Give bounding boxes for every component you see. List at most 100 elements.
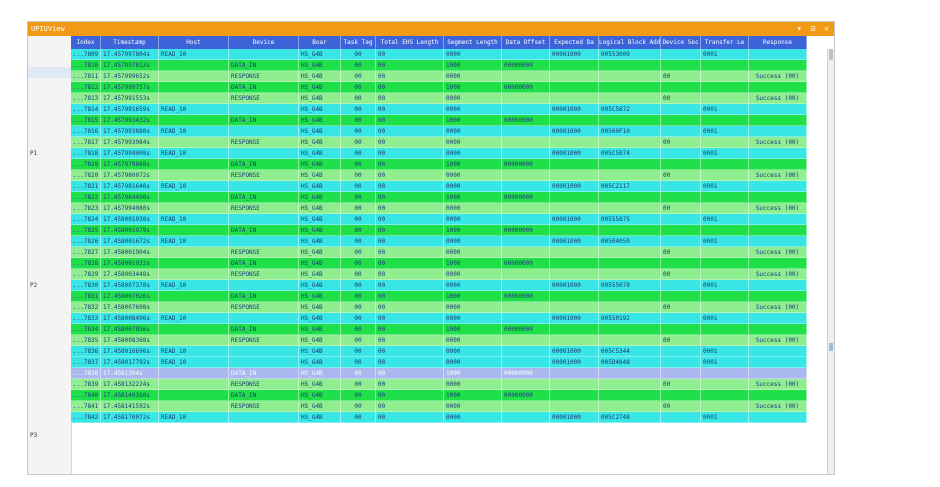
- table-row[interactable]: ...7833 17.458008496s READ_10 HS_G4B 00 00 000…: [71, 313, 807, 324]
- table-cell: 17.458001672s: [101, 236, 159, 247]
- table-row[interactable]: ...7834 17.458007856s DATA_IN HS_G4B 00 00 100…: [71, 324, 807, 335]
- table-cell: [229, 412, 299, 423]
- column-header[interactable]: Device Sec: [661, 36, 701, 49]
- table-cell: [599, 60, 661, 71]
- table-cell: 00: [376, 93, 444, 104]
- column-header[interactable]: Segment Length: [444, 36, 502, 49]
- column-header[interactable]: Logical Block Add: [599, 36, 661, 49]
- column-header[interactable]: Boar: [299, 36, 341, 49]
- table-cell: 00: [661, 203, 701, 214]
- table-row[interactable]: ...7823 17.457994080s RESPONSE HS_G4B 00 00 00…: [71, 203, 807, 214]
- table-cell: [502, 126, 550, 137]
- table-row[interactable]: ...7831 17.458007026s DATA_IN HS_G4B 00 00 100…: [71, 291, 807, 302]
- table-row[interactable]: ...7840 17.458140160s DATA_IN HS_G4B 00 00 100…: [71, 390, 807, 401]
- table-row[interactable]: ...7820 17.457980072s RESPONSE HS_G4B 00 00 00…: [71, 170, 807, 181]
- table-cell: [159, 379, 229, 390]
- column-header[interactable]: Task Tag: [341, 36, 376, 49]
- table-cell: [749, 390, 807, 401]
- table-cell: [502, 280, 550, 291]
- table-row[interactable]: ...7829 17.458003448s RESPONSE HS_G4B 00 00 00…: [71, 269, 807, 280]
- table-row[interactable]: ...7841 17.458141592s RESPONSE HS_G4B 00 00 00…: [71, 401, 807, 412]
- table-cell: [550, 390, 599, 401]
- table-cell: READ_10: [159, 181, 229, 192]
- table-cell: ...7824: [71, 214, 101, 225]
- column-header[interactable]: Total EHS Length: [376, 36, 444, 49]
- table-cell: [599, 302, 661, 313]
- table-row[interactable]: ...7836 17.458016696s READ_10 HS_G4B 00 00 000…: [71, 346, 807, 357]
- table-cell: [599, 379, 661, 390]
- table-cell: [229, 346, 299, 357]
- table-cell: 17.458007856s: [101, 324, 159, 335]
- table-cell: [599, 324, 661, 335]
- table-cell: 00: [341, 82, 376, 93]
- table-cell: [599, 269, 661, 280]
- table-cell: READ_10: [159, 126, 229, 137]
- table-cell: 1000: [444, 82, 502, 93]
- table-row[interactable]: ...7827 17.458001904s RESPONSE HS_G4B 00 00 00…: [71, 247, 807, 258]
- column-header[interactable]: Data Offset: [502, 36, 550, 49]
- table-cell: 17.457994008s: [101, 148, 159, 159]
- table-row[interactable]: ...7828 17.458001932s DATA_IN HS_G4B 00 00 100…: [71, 258, 807, 269]
- table-cell: 17.458170072s: [101, 412, 159, 423]
- table-cell: [661, 214, 701, 225]
- table-cell: [701, 324, 749, 335]
- table-row[interactable]: ...7842 17.458170072s READ_10 HS_G4B 00 00 000…: [71, 412, 807, 423]
- table-row[interactable]: ...7838 17.4581304s DATA_IN HS_G4B 00 00 1000 0…: [71, 368, 807, 379]
- column-header[interactable]: Response: [749, 36, 807, 49]
- table-row[interactable]: ...7835 17.458008368s RESPONSE HS_G4B 00 00 00…: [71, 335, 807, 346]
- table-cell: 00: [376, 269, 444, 280]
- vertical-scrollbar[interactable]: [827, 49, 834, 474]
- table-row[interactable]: ...7837 17.458017792s READ_10 HS_G4B 00 00 000…: [71, 357, 807, 368]
- table-row[interactable]: ...7825 17.458001979s DATA_IN HS_G4B 00 00 100…: [71, 225, 807, 236]
- table-row[interactable]: ...7816 17.457993880s READ_10 HS_G4B 00 00 000…: [71, 126, 807, 137]
- table-cell: 00: [341, 302, 376, 313]
- table-cell: HS_G4B: [299, 93, 341, 104]
- window-controls-icon[interactable]: ▾ ⊡ ✕: [796, 24, 831, 33]
- column-header[interactable]: Index: [71, 36, 101, 49]
- table-row[interactable]: ...7839 17.458132224s RESPONSE HS_G4B 00 00 00…: [71, 379, 807, 390]
- table-cell: 17.457997804s: [101, 49, 159, 60]
- table-row[interactable]: ...7826 17.458001672s READ_10 HS_G4B 00 00 000…: [71, 236, 807, 247]
- table-cell: 00: [341, 324, 376, 335]
- table-cell: 00: [341, 225, 376, 236]
- table-cell: [599, 137, 661, 148]
- scrollbar-marker: [829, 343, 833, 351]
- column-header[interactable]: Host: [159, 36, 229, 49]
- column-header[interactable]: Device: [229, 36, 299, 49]
- table-cell: 1000: [444, 159, 502, 170]
- column-header[interactable]: Timestamp: [101, 36, 159, 49]
- table-cell: 0001: [701, 214, 749, 225]
- table-cell: 00000000: [502, 390, 550, 401]
- table-cell: [550, 247, 599, 258]
- table-cell: [550, 302, 599, 313]
- table-row[interactable]: ...7810 17.457997813s DATA_IN HS_G4B 00 00 100…: [71, 60, 807, 71]
- table-cell: [749, 148, 807, 159]
- table-cell: HS_G4B: [299, 357, 341, 368]
- table-row[interactable]: ...7815 17.457993432s DATA_IN HS_G4B 00 00 100…: [71, 115, 807, 126]
- table-cell: [550, 170, 599, 181]
- table-cell: 00: [341, 159, 376, 170]
- table-row[interactable]: ...7822 17.457984490s DATA_IN HS_G4B 00 00 100…: [71, 192, 807, 203]
- table-cell: [749, 412, 807, 423]
- table-row[interactable]: ...7824 17.458001938s READ_10 HS_G4B 00 00 000…: [71, 214, 807, 225]
- table-row[interactable]: ...7832 17.458007608s RESPONSE HS_G4B 00 00 00…: [71, 302, 807, 313]
- column-header[interactable]: Transfer Le: [701, 36, 749, 49]
- table-cell: [159, 60, 229, 71]
- table-cell: [749, 258, 807, 269]
- table-row[interactable]: ...7830 17.458007370s READ_10 HS_G4B 00 00 000…: [71, 280, 807, 291]
- table-row[interactable]: ...7817 17.457993984s RESPONSE HS_G4B 00 00 00…: [71, 137, 807, 148]
- table-cell: [599, 203, 661, 214]
- table-row[interactable]: ...7809 17.457997804s READ_10 HS_G4B 00 00 000…: [71, 49, 807, 60]
- table-row[interactable]: ...7811 17.457999652s RESPONSE HS_G4B 00 00 00…: [71, 71, 807, 82]
- column-header[interactable]: Expected Da: [550, 36, 599, 49]
- table-row[interactable]: ...7813 17.457991553s RESPONSE HS_G4B 00 00 00…: [71, 93, 807, 104]
- table-row[interactable]: ...7819 17.457970868s DATA_IN HS_G4B 00 00 100…: [71, 159, 807, 170]
- scrollbar-thumb[interactable]: [829, 49, 833, 60]
- table-row[interactable]: ...7818 17.457994008s READ_10 HS_G4B 00 00 000…: [71, 148, 807, 159]
- table-row[interactable]: ...7814 17.457991659s READ_10 HS_G4B 00 00 000…: [71, 104, 807, 115]
- table-cell: 17.457993880s: [101, 126, 159, 137]
- table-cell: 00: [376, 390, 444, 401]
- table-row[interactable]: ...7812 17.457999757s DATA_IN HS_G4B 00 00 100…: [71, 82, 807, 93]
- table-cell: [661, 324, 701, 335]
- table-row[interactable]: ...7821 17.457981640s READ_10 HS_G4B 00 00 000…: [71, 181, 807, 192]
